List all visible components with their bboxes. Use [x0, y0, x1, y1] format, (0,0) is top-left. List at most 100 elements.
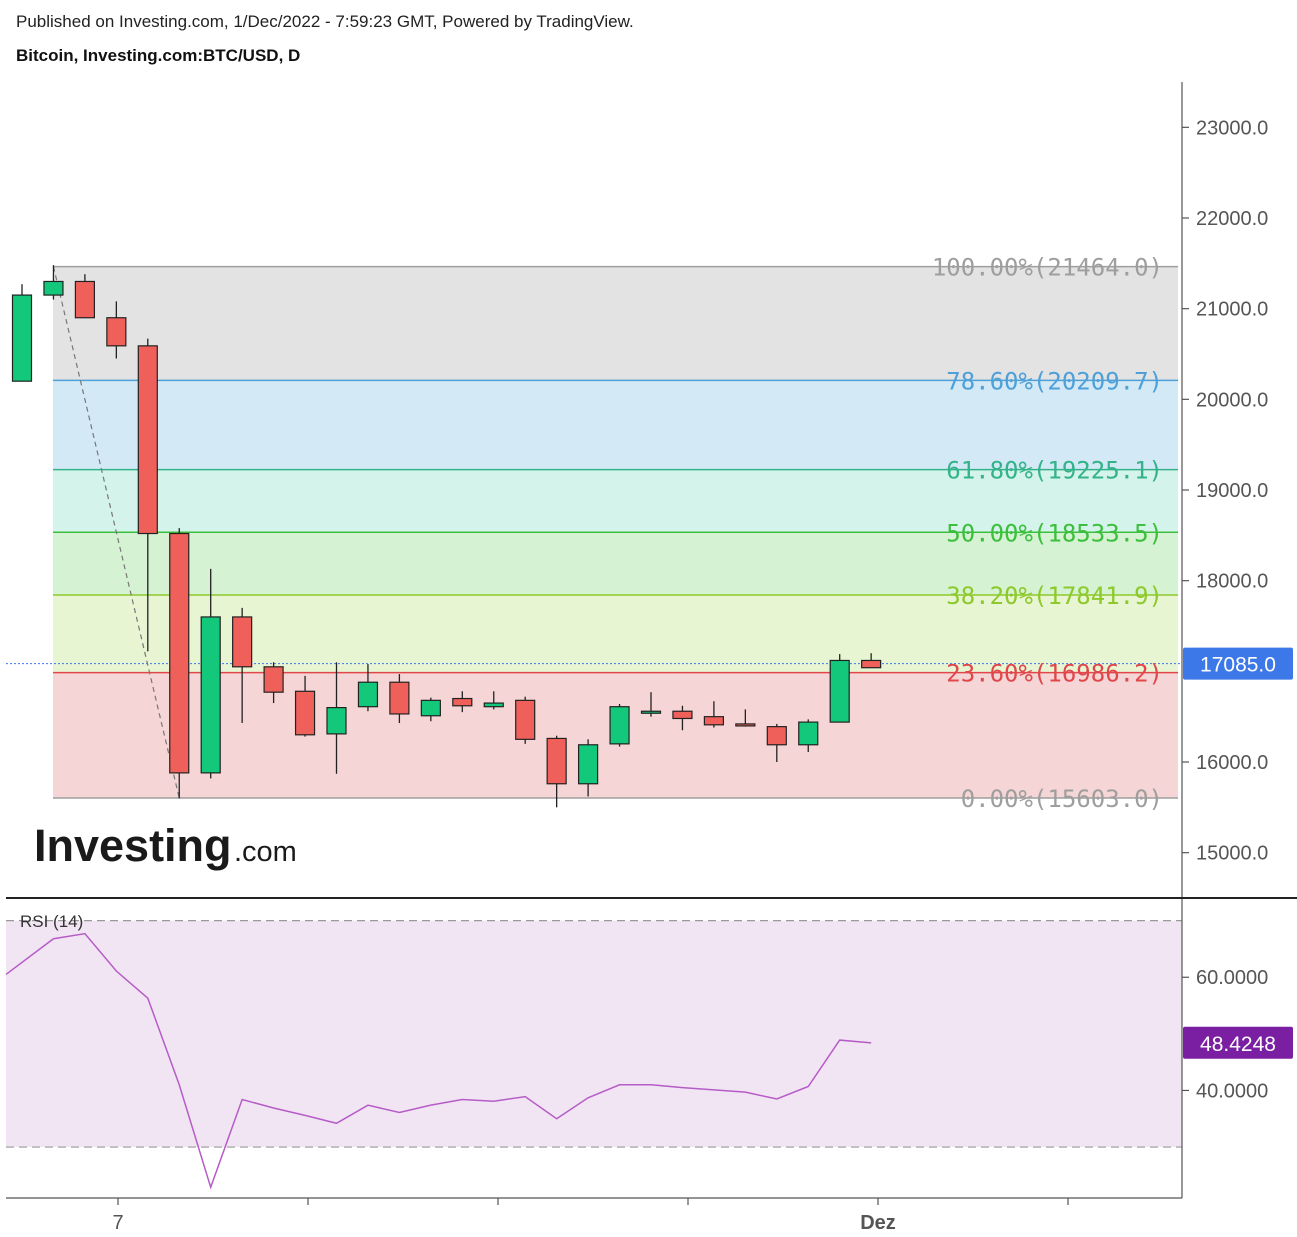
candle-body — [263, 666, 284, 693]
rsi-tick-label: 60.0000 — [1196, 967, 1268, 989]
price-tick-label: 15000.0 — [1196, 843, 1268, 865]
candle-body — [43, 280, 64, 296]
last-price-value: 17085.0 — [1200, 654, 1276, 677]
investing-logo: Investing .com — [34, 820, 297, 871]
symbol-title: Bitcoin, Investing.com:BTC/USD, D — [16, 46, 301, 65]
candle-15 — [483, 691, 504, 710]
fib-zone-3 — [53, 532, 1178, 596]
candle-body — [11, 294, 33, 382]
fib-label-4: 38.20%(17841.9) — [946, 582, 1163, 610]
candle-26 — [829, 654, 850, 723]
candle-body — [798, 721, 819, 746]
candle-24 — [766, 723, 787, 762]
candle-7 — [232, 607, 253, 724]
candle-body — [640, 710, 662, 714]
candle-16 — [515, 696, 536, 744]
fib-fills — [53, 266, 1178, 798]
candle-body — [294, 690, 316, 736]
candle-11 — [357, 664, 379, 712]
candle-body — [74, 280, 96, 319]
fib-zone-2 — [53, 469, 1178, 533]
time-axis: 7 Dez — [112, 1198, 1069, 1234]
candle-19 — [609, 703, 630, 747]
price-tick-label: 18000.0 — [1196, 571, 1268, 593]
candle-2 — [74, 274, 96, 319]
fib-labels: 100.00%(21464.0) 78.60%(20209.7) 61.80%(19… — [932, 254, 1163, 813]
candle-22 — [703, 701, 725, 728]
candle-body — [200, 616, 221, 774]
candle-12 — [389, 674, 410, 724]
candle-body — [829, 659, 850, 723]
candle-body — [766, 726, 787, 746]
logo-brand: Investing — [34, 820, 232, 871]
rsi-band — [6, 920, 1182, 1148]
rsi-tick-label: 40.0000 — [1196, 1080, 1268, 1102]
candle-body — [357, 681, 379, 708]
fib-trend-line — [52, 266, 180, 799]
price-tick-label: 20000.0 — [1196, 389, 1268, 411]
rsi-axis: 60.0000 40.0000 — [1182, 967, 1268, 1102]
fib-label-6: 0.00%(15603.0) — [961, 785, 1163, 813]
candle-20 — [640, 692, 662, 717]
fib-label-2: 61.80%(19225.1) — [946, 457, 1163, 485]
fib-zone-1 — [53, 380, 1178, 470]
candle-body — [515, 699, 536, 740]
candle-body — [106, 317, 127, 347]
rsi-value-badge: 48.4248 — [1183, 1026, 1293, 1059]
candle-body — [577, 744, 599, 785]
candle-body — [672, 710, 693, 720]
candle-3 — [106, 301, 127, 359]
fib-label-3: 50.00%(18533.5) — [946, 519, 1163, 547]
candle-25 — [798, 719, 819, 753]
candle-body — [546, 737, 567, 785]
price-tick-label: 16000.0 — [1196, 752, 1268, 774]
candle-body — [735, 723, 756, 727]
candle-21 — [672, 705, 693, 731]
candle-4 — [137, 338, 158, 652]
published-info: Published on Investing.com, 1/Dec/2022 -… — [16, 12, 634, 31]
fib-zone-0 — [53, 266, 1178, 381]
candle-body — [232, 616, 253, 668]
time-tick-label: Dez — [860, 1212, 896, 1234]
price-tick-label: 23000.0 — [1196, 117, 1268, 139]
candle-0 — [11, 284, 33, 382]
rsi-last-value: 48.4248 — [1200, 1033, 1276, 1056]
fib-label-0: 100.00%(21464.0) — [932, 254, 1163, 282]
candle-18 — [577, 739, 599, 797]
candle-body — [326, 706, 347, 735]
rsi-title: RSI (14) — [20, 912, 83, 931]
price-tick-label: 19000.0 — [1196, 480, 1268, 502]
fib-label-1: 78.60%(20209.7) — [946, 367, 1163, 395]
candle-8 — [263, 662, 284, 704]
candles — [11, 265, 882, 808]
candle-body — [609, 706, 630, 745]
candle-body — [452, 697, 473, 707]
candle-body — [703, 716, 725, 726]
candle-5 — [169, 528, 190, 799]
price-axis: 23000.0 22000.0 21000.0 20000.0 19000.0 18000… — [1182, 117, 1268, 865]
last-price-badge: 17085.0 — [1183, 647, 1293, 680]
candle-body — [389, 681, 410, 715]
candle-23 — [735, 709, 756, 727]
candle-6 — [200, 568, 221, 779]
rsi-line — [5, 932, 872, 1190]
price-tick-label: 22000.0 — [1196, 208, 1268, 230]
fib-label-5: 23.60%(16986.2) — [946, 660, 1163, 688]
candle-body — [483, 702, 504, 708]
candle-1 — [43, 265, 64, 300]
candle-17 — [546, 735, 567, 808]
price-tick-label: 21000.0 — [1196, 299, 1268, 321]
candle-body — [420, 699, 441, 717]
candle-27 — [861, 653, 882, 669]
candle-10 — [326, 662, 347, 774]
candle-13 — [420, 697, 441, 722]
fib-lines — [53, 265, 1178, 799]
logo-suffix: .com — [234, 836, 297, 868]
candle-14 — [452, 691, 473, 713]
candle-body — [137, 345, 158, 535]
candle-body — [861, 659, 882, 669]
time-tick-label: 7 — [112, 1212, 123, 1234]
candle-body — [169, 532, 190, 774]
candle-9 — [294, 675, 316, 737]
